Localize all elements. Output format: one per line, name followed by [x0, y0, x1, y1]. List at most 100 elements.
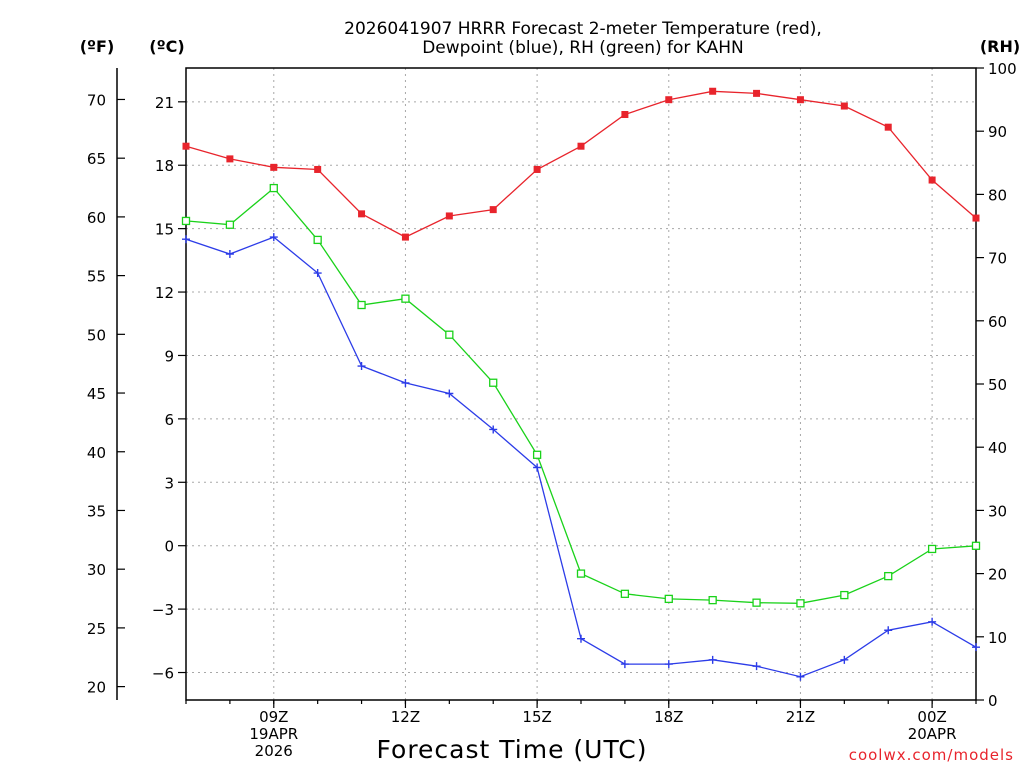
- data-point: [576, 569, 586, 578]
- data-point: [489, 425, 498, 434]
- celsius-tick-label: 6: [164, 411, 174, 429]
- data-point: [357, 300, 366, 310]
- rh-tick-label: 40: [988, 439, 1007, 457]
- data-point: [358, 210, 366, 218]
- rh-tick-label: 10: [988, 629, 1007, 647]
- data-point: [840, 102, 848, 110]
- data-point: [840, 655, 849, 664]
- celsius-tick-label: 9: [164, 347, 174, 365]
- data-point: [445, 212, 453, 220]
- data-point: [752, 662, 761, 671]
- data-point: [401, 378, 410, 387]
- data-point: [269, 183, 278, 193]
- fahrenheit-axis-unit: (ºF): [80, 37, 115, 56]
- data-point: [621, 111, 629, 119]
- x-tick-label: 15Z: [522, 708, 551, 726]
- rh-tick-label: 20: [988, 566, 1007, 584]
- data-point: [664, 660, 673, 669]
- rh-tick-label: 80: [988, 186, 1007, 204]
- data-point: [972, 214, 980, 222]
- x-tick-label: 20APR: [908, 725, 957, 743]
- plot-frame: [185, 67, 977, 701]
- data-point: [928, 617, 937, 626]
- data-point: [620, 660, 629, 669]
- data-point: [182, 142, 190, 150]
- celsius-tick-label: 21: [155, 94, 174, 112]
- rh-tick-label: 70: [988, 250, 1007, 268]
- data-point: [708, 655, 717, 664]
- data-point: [313, 235, 322, 245]
- series-rh: [181, 183, 981, 608]
- series-line: [185, 187, 977, 604]
- fahrenheit-tick-label: 65: [87, 150, 106, 168]
- rh-tick-label: 50: [988, 376, 1007, 394]
- fahrenheit-tick-label: 60: [87, 209, 106, 227]
- rh-tick-label: 60: [988, 313, 1007, 331]
- rh-axis-unit: (RH): [980, 37, 1020, 56]
- data-point: [927, 544, 937, 554]
- data-point: [665, 96, 673, 104]
- data-point: [971, 541, 981, 550]
- data-point: [972, 643, 980, 652]
- fahrenheit-tick-label: 55: [87, 268, 106, 286]
- celsius-tick-label: 12: [155, 284, 174, 302]
- celsius-tick-label: 15: [155, 221, 174, 239]
- rh-tick-label: 90: [988, 123, 1007, 141]
- x-tick-label: 19APR: [249, 725, 298, 743]
- data-point: [533, 463, 542, 472]
- fahrenheit-tick-label: 70: [87, 91, 106, 109]
- data-point: [577, 142, 585, 150]
- data-point: [489, 206, 497, 214]
- data-point: [401, 233, 409, 241]
- data-point: [753, 89, 761, 97]
- series-layer: [181, 87, 981, 681]
- x-tick-label: 2026: [255, 742, 293, 760]
- celsius-axis: 21 18 15 12 9 6 3 0 −3 −6: [152, 94, 186, 683]
- series-dewpoint: [182, 233, 980, 681]
- data-point: [620, 589, 630, 598]
- data-point: [796, 672, 805, 681]
- data-point: [752, 598, 761, 607]
- data-point: [314, 165, 322, 173]
- x-axis-title: Forecast Time (UTC): [377, 735, 648, 764]
- celsius-tick-label: 18: [155, 157, 174, 175]
- data-point: [489, 378, 498, 387]
- fahrenheit-axis: 70 65 60 55 50 45 40 35 30 25 20: [87, 91, 125, 697]
- data-point: [181, 216, 191, 226]
- fahrenheit-tick-label: 25: [87, 620, 106, 638]
- fahrenheit-tick-label: 20: [87, 679, 106, 697]
- x-tick-label: 12Z: [391, 708, 420, 726]
- data-point: [225, 250, 234, 259]
- fahrenheit-tick-label: 45: [87, 385, 106, 403]
- x-tick-label: 18Z: [654, 708, 683, 726]
- data-point: [884, 123, 892, 131]
- celsius-axis-unit: (ºC): [149, 37, 184, 56]
- data-point: [577, 634, 585, 643]
- data-point: [313, 269, 322, 278]
- data-point: [225, 220, 235, 229]
- x-tick-label: 21Z: [786, 708, 815, 726]
- series-2-meter-temperature: [182, 87, 980, 241]
- data-point: [840, 590, 849, 600]
- credit-text: coolwx.com/models: [849, 746, 1014, 764]
- data-point: [269, 233, 278, 242]
- celsius-tick-label: −6: [152, 665, 174, 683]
- data-point: [533, 165, 541, 173]
- data-point: [664, 594, 673, 604]
- data-point: [532, 450, 542, 459]
- data-point: [796, 599, 805, 608]
- series-line: [185, 90, 977, 238]
- data-point: [226, 155, 234, 163]
- fahrenheit-tick-label: 30: [87, 561, 106, 579]
- data-point: [270, 163, 278, 171]
- data-point: [928, 176, 936, 184]
- chart-title-line-1: 2026041907 HRRR Forecast 2-meter Tempera…: [344, 19, 822, 39]
- series-line: [185, 236, 977, 678]
- rh-tick-label: 100: [988, 60, 1017, 78]
- chart-title-line-2: Dewpoint (blue), RH (green) for KAHN: [422, 38, 744, 58]
- celsius-tick-label: −3: [152, 601, 174, 619]
- data-point: [884, 626, 893, 635]
